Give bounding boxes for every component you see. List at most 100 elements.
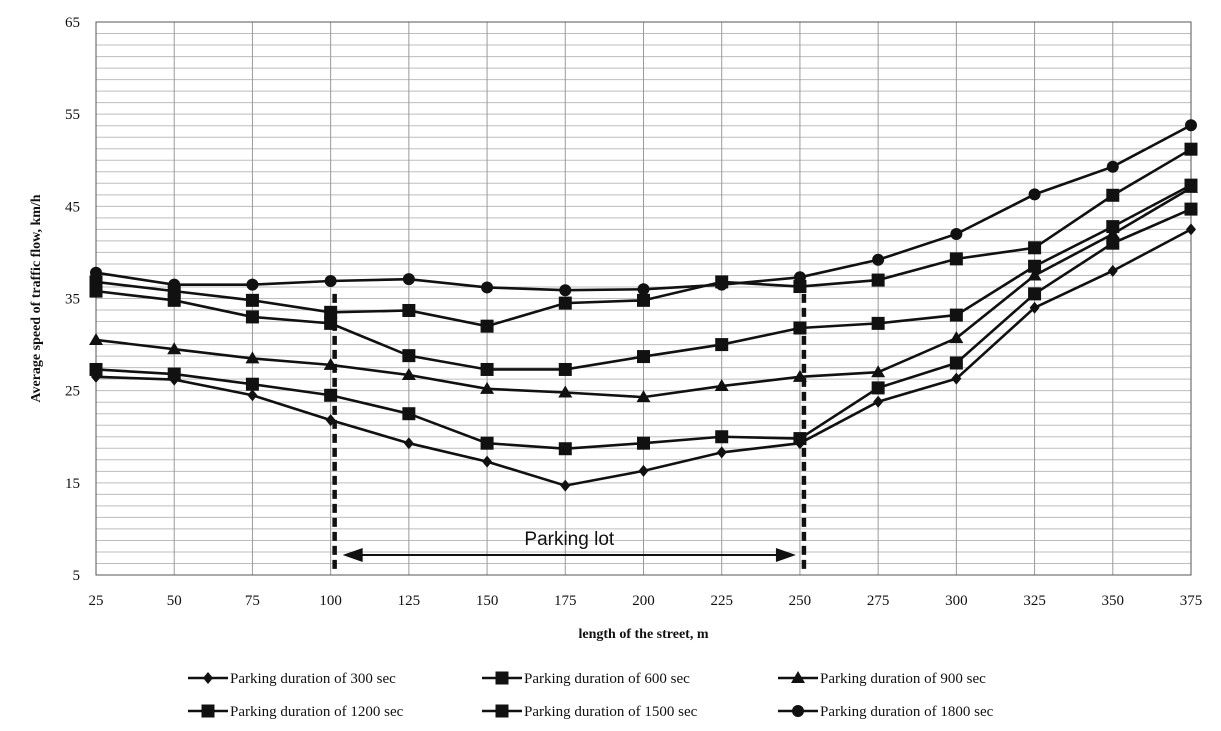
data-point (480, 362, 494, 376)
x-tick-label: 300 (945, 593, 968, 609)
parking-lot-label: Parking lot (524, 529, 614, 550)
x-tick-label: 200 (632, 593, 655, 609)
y-axis-ticks: 5 15 25 35 45 55 65 (65, 15, 80, 584)
data-point (324, 388, 338, 402)
legend-marker (203, 672, 213, 684)
data-point (401, 367, 416, 380)
data-point (480, 436, 494, 450)
data-point (793, 271, 806, 284)
y-tick-label: 25 (65, 384, 80, 400)
data-point (325, 414, 336, 427)
data-point (793, 432, 807, 446)
data-point (245, 377, 259, 391)
data-point (167, 342, 182, 355)
data-point (637, 293, 650, 307)
data-point (1185, 119, 1197, 132)
data-point (245, 293, 259, 307)
legend-marker (201, 704, 215, 718)
data-point (245, 351, 260, 364)
series-1 (91, 223, 1196, 492)
data-point (1028, 287, 1042, 301)
data-point (871, 273, 885, 287)
parking-lot-arrow-left-head (342, 548, 363, 562)
data-point (323, 357, 338, 370)
data-point (324, 305, 338, 319)
plot-frame (95, 21, 1192, 576)
x-tick-label: 350 (1102, 593, 1125, 609)
x-axis-ticks: 25 50 75 100 125 150 175 200 225 250 275 300 325 350 3… (89, 593, 1203, 609)
series-6 (90, 119, 1197, 297)
data-point (402, 273, 415, 286)
data-point (558, 296, 572, 310)
data-point (871, 316, 885, 330)
data-point (558, 385, 573, 398)
data-point (951, 372, 962, 385)
y-tick-label: 15 (65, 476, 80, 492)
data-point (715, 278, 728, 291)
legend-label: Parking duration of 900 sec (820, 671, 986, 687)
data-point (792, 369, 807, 382)
data-point (636, 390, 651, 403)
data-point (949, 331, 964, 344)
data-point (247, 389, 258, 402)
data-point (1028, 241, 1042, 255)
x-tick-label: 125 (398, 593, 421, 609)
y-tick-label: 5 (73, 568, 81, 584)
data-point (89, 362, 103, 376)
data-point (558, 362, 572, 376)
series-group (89, 119, 1198, 492)
legend-marker (495, 671, 509, 685)
data-point (167, 367, 181, 381)
parking-lot-annotation: Parking lot (332, 293, 807, 571)
data-point (89, 332, 103, 345)
data-point (873, 395, 884, 408)
data-point (559, 284, 572, 297)
data-point (950, 227, 963, 240)
data-point (1106, 220, 1120, 234)
legend-label: Parking duration of 1800 sec (820, 704, 994, 720)
grid (95, 22, 1192, 575)
x-tick-label: 50 (167, 593, 182, 609)
data-point (1184, 202, 1198, 216)
data-point (1106, 160, 1119, 173)
x-tick-label: 150 (476, 593, 499, 609)
data-point (1106, 188, 1120, 202)
data-point (480, 381, 495, 394)
data-point (403, 437, 414, 450)
data-point (714, 379, 729, 392)
legend-item: Parking duration of 600 sec (482, 671, 690, 687)
data-point (637, 283, 650, 296)
data-point (793, 280, 807, 294)
x-axis-title: length of the street, m (579, 627, 709, 642)
data-point (482, 455, 493, 468)
data-point (715, 430, 729, 444)
x-tick-label: 250 (789, 593, 812, 609)
data-point (637, 350, 650, 364)
data-point (871, 365, 886, 378)
legend: Parking duration of 300 sec Parking durat… (188, 671, 994, 720)
data-point (637, 436, 650, 450)
parking-lot-arrow-right-head (775, 548, 796, 562)
legend-label: Parking duration of 1500 sec (524, 704, 698, 720)
data-point (949, 308, 963, 322)
x-tick-label: 275 (867, 593, 890, 609)
x-tick-label: 175 (554, 593, 577, 609)
legend-item: Parking duration of 900 sec (778, 671, 986, 687)
y-tick-label: 35 (65, 292, 80, 308)
data-point (638, 464, 649, 477)
data-point (168, 278, 181, 291)
data-point (324, 316, 338, 330)
series-4 (89, 178, 1198, 376)
data-point (402, 303, 416, 317)
data-point (1029, 301, 1040, 314)
series-2 (89, 202, 1198, 456)
data-point (1186, 223, 1196, 236)
x-tick-label: 225 (710, 593, 733, 609)
legend-label: Parking duration of 300 sec (230, 671, 396, 687)
data-point (402, 349, 416, 363)
legend-marker (495, 704, 509, 718)
data-point (245, 310, 259, 324)
y-tick-label: 65 (65, 15, 80, 31)
